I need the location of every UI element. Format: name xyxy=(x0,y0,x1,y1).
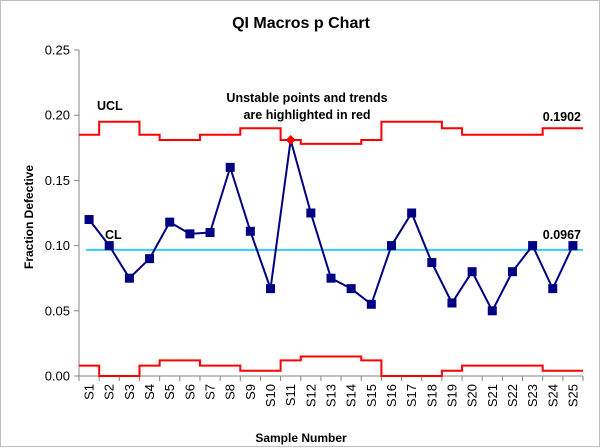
x-tick-label: S9 xyxy=(243,384,258,400)
data-point xyxy=(104,241,114,251)
data-point xyxy=(165,217,175,227)
x-tick-label: S23 xyxy=(525,384,540,407)
data-point xyxy=(386,241,396,251)
x-tick-label: S3 xyxy=(122,384,137,400)
y-tick-label: 0.10 xyxy=(45,238,70,253)
data-point xyxy=(225,162,235,172)
x-tick-label: S20 xyxy=(465,384,480,407)
y-tick-label: 0.00 xyxy=(45,369,70,384)
y-tick-label: 0.20 xyxy=(45,108,70,123)
x-tick-label: S6 xyxy=(182,384,197,400)
x-tick-label: S10 xyxy=(263,384,278,407)
x-axis-title: Sample Number xyxy=(255,431,347,445)
data-point xyxy=(346,284,356,294)
x-tick-label: S19 xyxy=(444,384,459,407)
data-point xyxy=(467,267,477,277)
chart-title: QI Macros p Chart xyxy=(232,15,370,32)
cl-label: CL xyxy=(105,228,122,242)
data-point xyxy=(124,273,134,283)
data-point xyxy=(447,298,457,308)
x-tick-label: S18 xyxy=(424,384,439,407)
x-tick-label: S12 xyxy=(303,384,318,407)
x-tick-label: S8 xyxy=(223,384,238,400)
data-point xyxy=(205,228,215,238)
data-point xyxy=(487,306,497,316)
x-tick-label: S7 xyxy=(203,384,218,400)
annotation-line-1: Unstable points and trends xyxy=(226,91,387,105)
data-series-line xyxy=(88,139,574,313)
data-point xyxy=(548,284,558,294)
ucl-line xyxy=(79,120,583,145)
data-point-highlighted xyxy=(285,135,296,145)
data-point xyxy=(507,267,517,277)
y-tick-label: 0.15 xyxy=(45,173,70,188)
x-tick-label: S1 xyxy=(82,384,97,400)
y-tick-label: 0.25 xyxy=(45,43,70,58)
data-point xyxy=(145,254,155,264)
x-tick-label: S22 xyxy=(505,384,520,407)
x-tick-label: S2 xyxy=(102,384,117,400)
lcl-line xyxy=(79,355,583,377)
data-point xyxy=(306,208,316,218)
data-point xyxy=(528,241,538,251)
x-tick-label: S13 xyxy=(324,384,339,407)
x-tick-label: S11 xyxy=(283,384,298,406)
x-tick-label: S25 xyxy=(565,384,580,407)
x-tick-label: S21 xyxy=(485,384,500,407)
x-tick-label: S14 xyxy=(344,384,359,407)
ucl-value-label: 0.1902 xyxy=(543,110,581,124)
data-point xyxy=(427,258,437,268)
data-point xyxy=(185,229,195,239)
data-point xyxy=(245,226,255,236)
data-point xyxy=(366,299,376,309)
data-point xyxy=(326,273,336,283)
y-axis-title: Fraction Defective xyxy=(22,165,36,269)
data-point xyxy=(407,208,417,218)
y-tick-label: 0.05 xyxy=(45,303,70,318)
annotation-line-2: are highlighted in red xyxy=(243,108,370,122)
data-point xyxy=(568,241,578,251)
x-tick-label: S24 xyxy=(545,384,560,407)
x-tick-label: S16 xyxy=(384,384,399,407)
x-tick-label: S17 xyxy=(404,384,419,407)
data-point xyxy=(84,215,94,225)
x-tick-label: S4 xyxy=(142,384,157,400)
data-point xyxy=(266,284,276,294)
cl-value-label: 0.0967 xyxy=(543,228,581,242)
plot-area: 0.00 0.05 0.10 0.15 0.20 0.25 S1 S2 S3 S4 S5 S6 S7 S8… xyxy=(45,43,584,407)
x-tick-label: S5 xyxy=(162,384,177,400)
x-tick-label: S15 xyxy=(364,384,379,407)
ucl-label: UCL xyxy=(97,99,123,113)
